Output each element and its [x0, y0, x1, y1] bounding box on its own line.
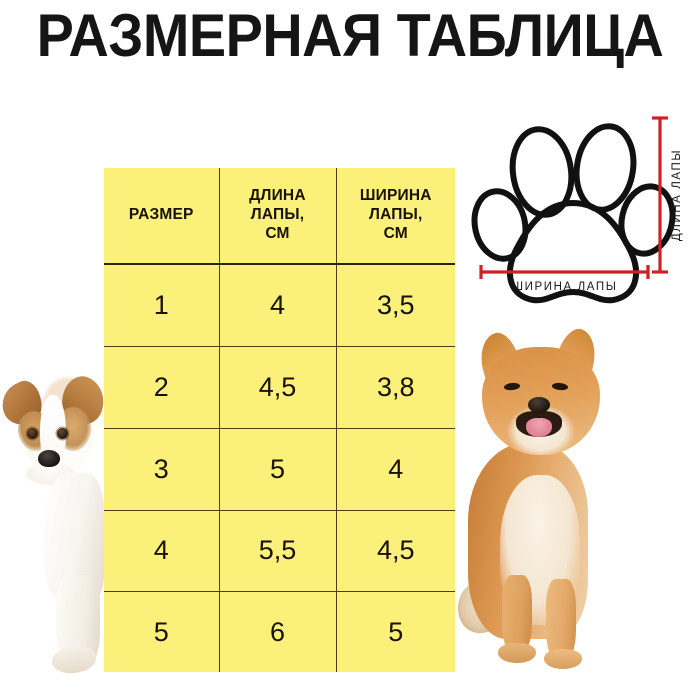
column-header-paw-width-line3: СМ	[383, 224, 408, 242]
column-header-size-line1: РАЗМЕР	[128, 206, 194, 224]
table-row: 5 6 5	[104, 591, 455, 672]
table-row: 1 4 3,5	[104, 264, 455, 347]
cell-size: 3	[104, 427, 219, 511]
dimension-arrows	[479, 116, 668, 279]
cell-size: 5	[104, 591, 219, 672]
table-row: 4 5,5 4,5	[104, 509, 455, 592]
dog-nose	[38, 450, 60, 467]
dog-eye-left	[27, 428, 38, 439]
cell-paw-length: 5,5	[218, 509, 336, 592]
shiba-front-paw-left	[498, 643, 536, 663]
paw-length-dimension-label: ДЛИНА ЛАПЫ	[671, 148, 683, 242]
dog-eye-right	[57, 428, 68, 439]
cell-paw-width: 5	[335, 591, 455, 672]
cell-paw-width: 4	[335, 427, 455, 511]
column-header-paw-length-line3: СМ	[265, 224, 290, 242]
cell-paw-width: 3,8	[335, 346, 455, 429]
cell-paw-length: 4	[218, 264, 336, 347]
cell-paw-width: 3,5	[335, 264, 455, 347]
shiba-nose	[528, 397, 550, 413]
shiba-inu-photo	[458, 325, 636, 680]
shiba-front-paw-right	[544, 649, 582, 669]
column-header-paw-length-line2: ЛАПЫ,	[250, 206, 305, 224]
table-row: 2 4,5 3,8	[104, 346, 455, 429]
dog-front-paw	[50, 644, 98, 676]
column-header-paw-width-line2: ЛАПЫ,	[369, 206, 423, 224]
paw-width-dimension-label: ШИРИНА ЛАПЫ	[512, 281, 618, 293]
page-title: РАЗМЕРНАЯ ТАБЛИЦА	[36, 2, 664, 69]
table-header-row: РАЗМЕР ДЛИНА ЛАПЫ, СМ ШИРИНА ЛАПЫ, СМ	[104, 168, 455, 265]
shiba-tongue	[526, 418, 552, 437]
paw-print-icon	[471, 116, 676, 304]
column-header-size: РАЗМЕР	[104, 168, 219, 265]
cell-paw-length: 6	[218, 591, 336, 672]
column-header-paw-length-line1: ДЛИНА	[249, 187, 306, 205]
cell-size: 4	[104, 509, 219, 592]
cell-size: 2	[104, 346, 219, 429]
column-header-paw-width: ШИРИНА ЛАПЫ, СМ	[335, 168, 455, 265]
cell-paw-width: 4,5	[335, 509, 455, 592]
table-row: 3 5 4	[104, 427, 455, 511]
shiba-front-leg-left	[502, 575, 532, 655]
paw-measurement-diagram	[470, 100, 695, 305]
column-header-paw-length: ДЛИНА ЛАПЫ, СМ	[218, 168, 336, 265]
jack-russell-terrier-photo	[0, 355, 112, 680]
cell-size: 1	[153, 290, 169, 321]
cell-paw-length: 5	[218, 427, 336, 511]
size-table: РАЗМЕР ДЛИНА ЛАПЫ, СМ ШИРИНА ЛАПЫ, СМ	[104, 168, 455, 672]
cell-paw-length: 4,5	[218, 346, 336, 429]
column-header-paw-width-line1: ШИРИНА	[359, 187, 432, 205]
